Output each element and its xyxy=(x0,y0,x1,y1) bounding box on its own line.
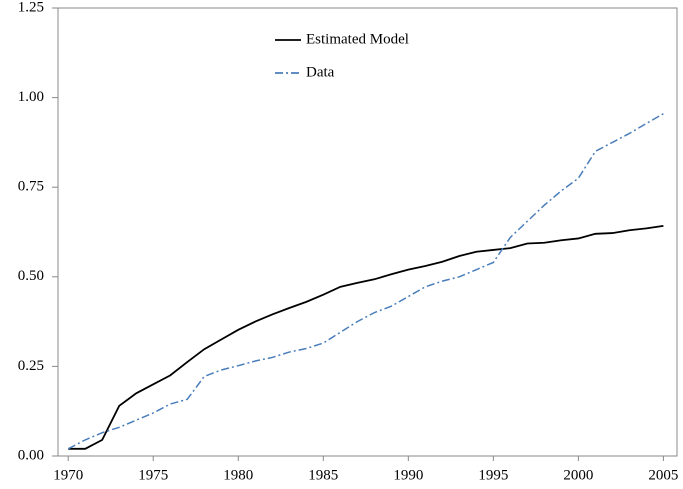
x-tick-label: 1970 xyxy=(53,467,83,483)
y-tick-label: 1.25 xyxy=(18,0,44,15)
y-tick-label: 0.00 xyxy=(18,447,44,463)
data-line xyxy=(67,113,664,450)
data-line xyxy=(68,225,664,450)
plot-frame xyxy=(57,7,678,457)
legend-label: Data xyxy=(306,64,335,80)
y-tick-label: 0.25 xyxy=(18,358,44,374)
legend-label: Estimated Model xyxy=(306,31,409,47)
x-tick-label: 1975 xyxy=(138,467,168,483)
y-tick-label: 0.75 xyxy=(18,179,44,195)
x-tick-label: 1980 xyxy=(223,467,253,483)
y-tick-label: 1.00 xyxy=(18,89,44,105)
x-tick-label: 2000 xyxy=(563,467,593,483)
x-tick-label: 1990 xyxy=(393,467,423,483)
y-tick-label: 0.50 xyxy=(18,268,44,284)
x-tick-label: 2005 xyxy=(648,467,678,483)
x-tick-label: 1995 xyxy=(478,467,508,483)
x-tick-label: 1985 xyxy=(308,467,338,483)
